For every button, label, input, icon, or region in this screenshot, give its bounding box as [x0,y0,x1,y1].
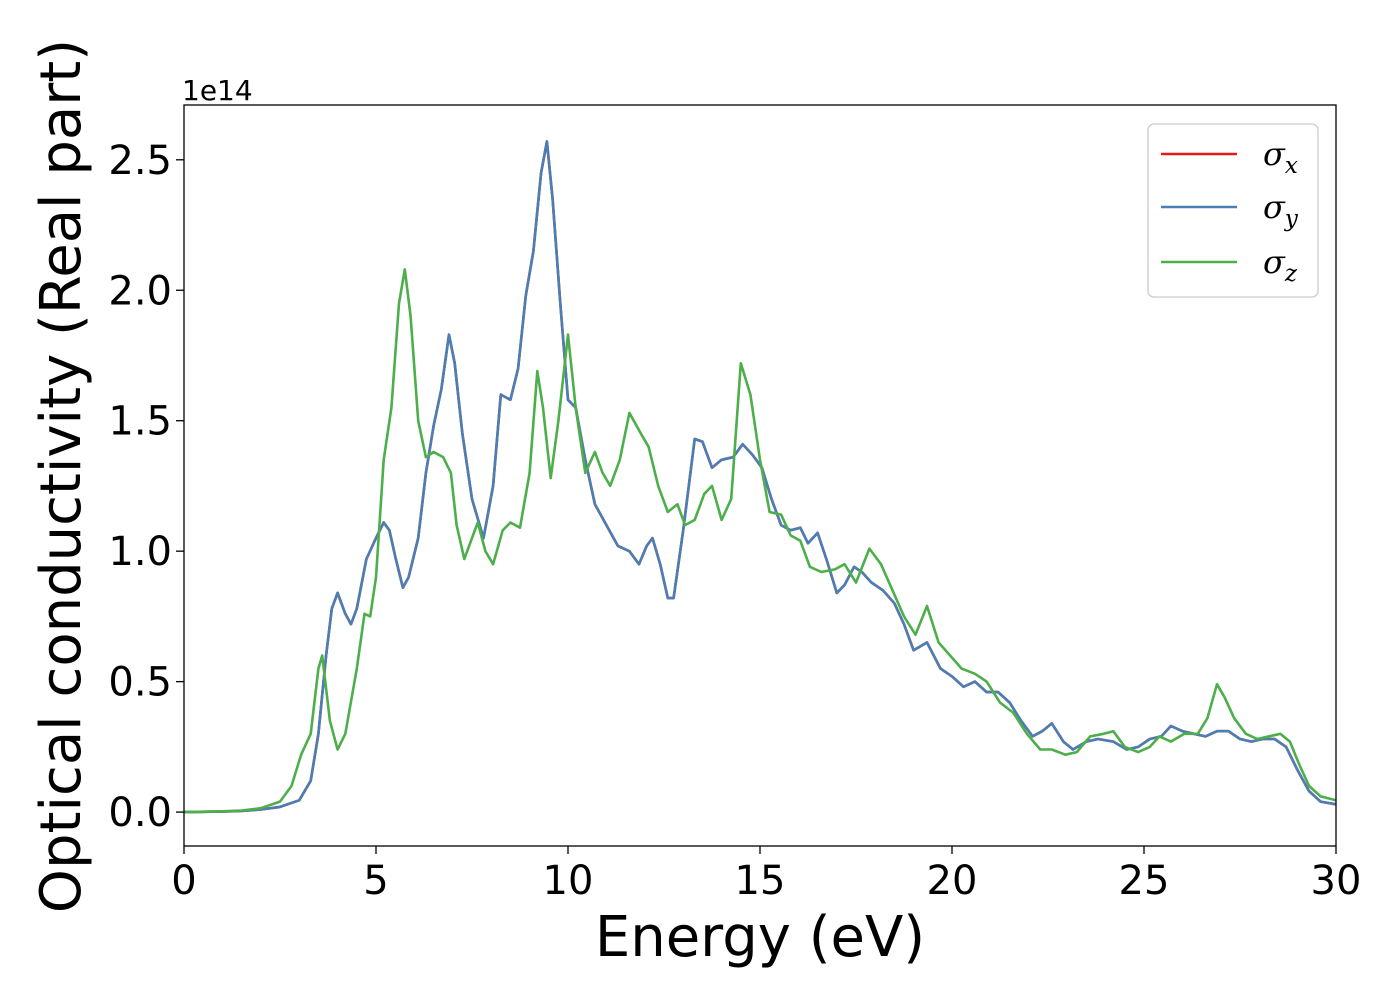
legend-label-z: σz [1263,243,1298,287]
y-tick-label: 0.5 [108,660,172,706]
x-tick-label: 30 [1311,858,1362,904]
y-tick-label: 2.5 [108,138,172,184]
x-tick-label: 10 [543,858,594,904]
series-line-z [184,268,1336,814]
y-tick-label: 1.0 [108,529,172,575]
y-axis-title: Optical conductivity (Real part) [29,39,94,913]
y-axis: 0.0 0.5 1.0 1.5 2.0 2.5 [108,138,184,836]
y-offset-label: 1e14 [182,74,253,107]
legend: σx σy σz [1147,123,1319,298]
series-layer [184,140,1336,814]
legend-label-y: σy [1263,188,1299,232]
x-tick-label: 0 [171,858,196,904]
legend-label-x: σx [1263,135,1298,179]
x-tick-label: 25 [1119,858,1170,904]
legend-box [1147,123,1319,298]
x-tick-label: 20 [927,858,978,904]
y-tick-label: 0.0 [108,790,172,836]
x-axis-title: Energy (eV) [595,905,925,970]
x-axis: 0 5 10 15 20 25 30 [171,846,1361,904]
series-line-y [184,140,1336,814]
y-tick-label: 1.5 [108,399,172,445]
y-tick-label: 2.0 [108,268,172,314]
x-tick-label: 5 [363,858,388,904]
x-tick-label: 15 [735,858,786,904]
